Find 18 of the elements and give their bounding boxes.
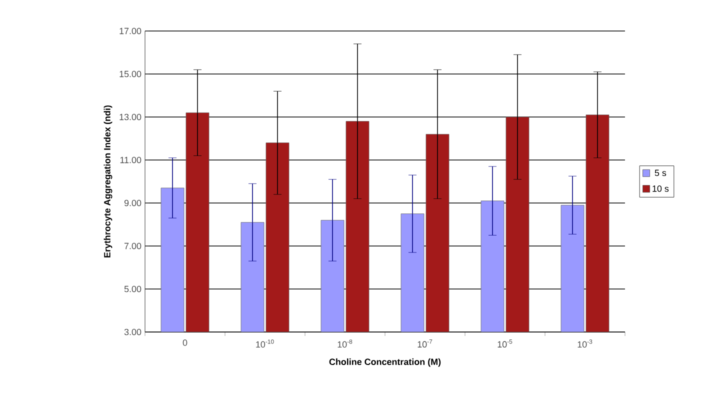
x-tick-label: 10$^{-5}$ [498,340,512,348]
y-tick-label: 5.00 [124,286,142,292]
y-tick-label: 13.00 [120,114,142,120]
x-tick-label: 10$^{-8}$ [338,340,352,348]
x-tick-label: 10$^{-7}$ [418,340,432,348]
y-axis-title: Erythrocyte Aggregation Index (ndi) [104,105,112,258]
y-tick-label: 17.00 [120,28,142,34]
legend-label: 10 s [652,185,669,192]
y-tick-label: 9.00 [124,200,142,206]
y-tick-label: 15.00 [120,70,142,78]
y-tick-label: 11.00 [120,156,142,164]
x-axis-title: Choline Concentration (M) [329,358,441,367]
x-tick-label: 10$^{-10}$ [256,340,274,348]
x-tick-label: 10$^{-3}$ [578,340,592,348]
x-tick-label: 0 [182,340,188,346]
legend-label: 5 s [654,170,666,176]
y-tick-label: 7.00 [124,242,142,250]
y-tick-label: 3.00 [124,328,142,336]
